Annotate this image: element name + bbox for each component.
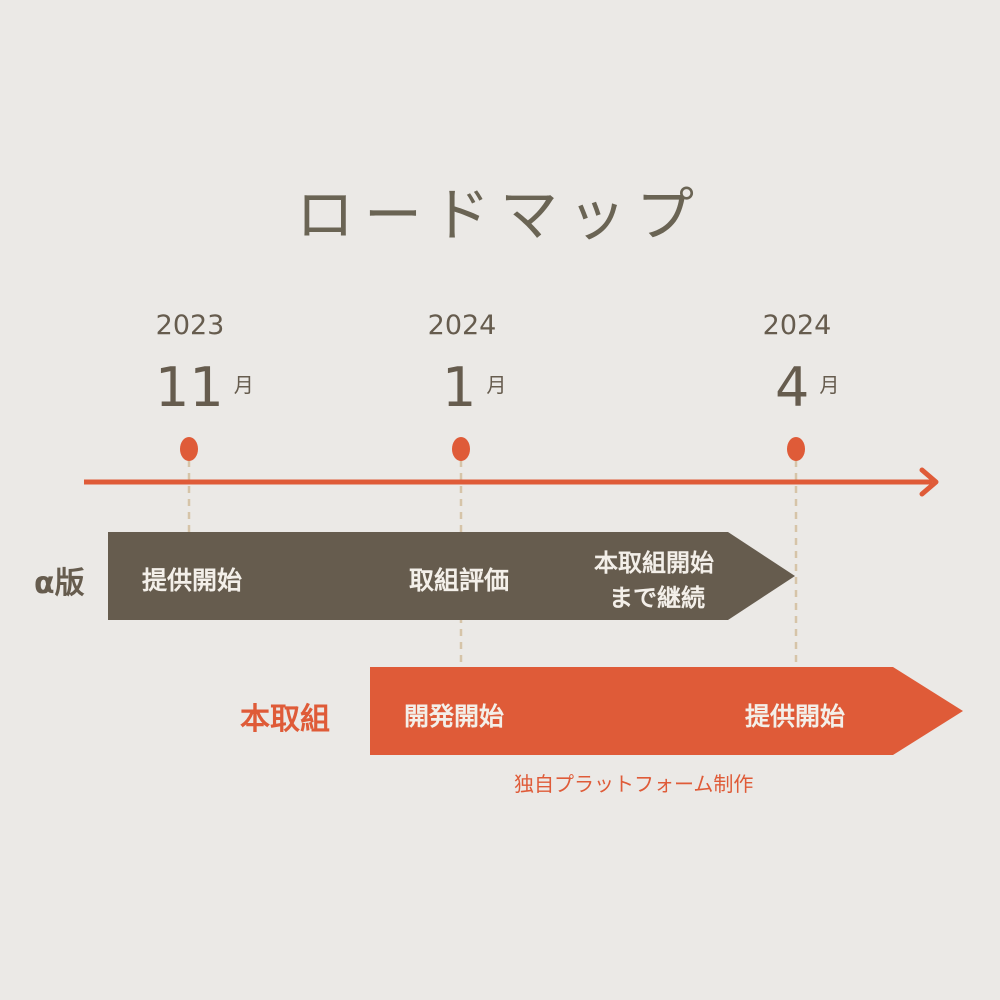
timeline-arrowhead — [919, 467, 939, 497]
milestone-year: 2024 — [762, 310, 832, 341]
alpha-step: 本取組開始 — [594, 549, 714, 577]
milestone-year: 2023 — [155, 310, 225, 341]
main-arrow — [370, 667, 963, 755]
milestone-dot — [452, 437, 470, 461]
milestone-dot — [787, 437, 805, 461]
alpha-step: 取組評価 — [409, 566, 510, 595]
milestone-month: 11 月 — [155, 356, 254, 419]
milestone-dot — [180, 437, 198, 461]
milestone-year: 2024 — [427, 310, 497, 341]
alpha-arrow — [108, 532, 795, 620]
main-label: 本取組 — [240, 702, 330, 737]
alpha-step: まで継続 — [609, 584, 705, 612]
page-title: ロードマップ — [295, 181, 704, 249]
alpha-label: α版 — [34, 566, 85, 601]
main-step: 開発開始 — [404, 702, 505, 731]
main-step: 提供開始 — [745, 702, 846, 731]
alpha-step: 提供開始 — [142, 566, 243, 595]
main-note: 独自プラットフォーム制作 — [514, 772, 754, 796]
